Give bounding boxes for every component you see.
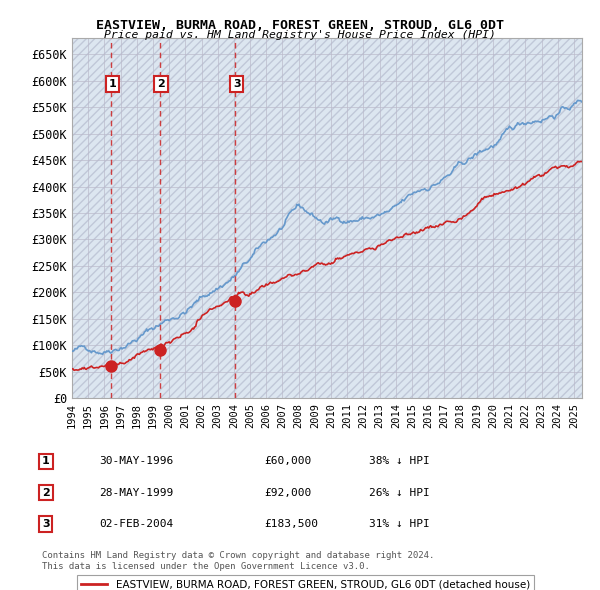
Text: 28-MAY-1999: 28-MAY-1999 — [99, 488, 173, 497]
Text: 1: 1 — [109, 79, 116, 89]
Text: 26% ↓ HPI: 26% ↓ HPI — [369, 488, 430, 497]
Text: 2: 2 — [157, 79, 165, 89]
Text: Price paid vs. HM Land Registry's House Price Index (HPI): Price paid vs. HM Land Registry's House … — [104, 30, 496, 40]
Text: Contains HM Land Registry data © Crown copyright and database right 2024.
This d: Contains HM Land Registry data © Crown c… — [42, 551, 434, 571]
Text: 02-FEB-2004: 02-FEB-2004 — [99, 519, 173, 529]
Text: £92,000: £92,000 — [264, 488, 311, 497]
Text: 38% ↓ HPI: 38% ↓ HPI — [369, 457, 430, 466]
Legend: EASTVIEW, BURMA ROAD, FOREST GREEN, STROUD, GL6 0DT (detached house), HPI: Avera: EASTVIEW, BURMA ROAD, FOREST GREEN, STRO… — [77, 575, 534, 590]
Text: 31% ↓ HPI: 31% ↓ HPI — [369, 519, 430, 529]
Text: EASTVIEW, BURMA ROAD, FOREST GREEN, STROUD, GL6 0DT: EASTVIEW, BURMA ROAD, FOREST GREEN, STRO… — [96, 19, 504, 32]
Text: 30-MAY-1996: 30-MAY-1996 — [99, 457, 173, 466]
Text: 2: 2 — [42, 488, 50, 497]
Text: £60,000: £60,000 — [264, 457, 311, 466]
Text: 3: 3 — [42, 519, 50, 529]
Text: 3: 3 — [233, 79, 241, 89]
Text: £183,500: £183,500 — [264, 519, 318, 529]
Text: 1: 1 — [42, 457, 50, 466]
